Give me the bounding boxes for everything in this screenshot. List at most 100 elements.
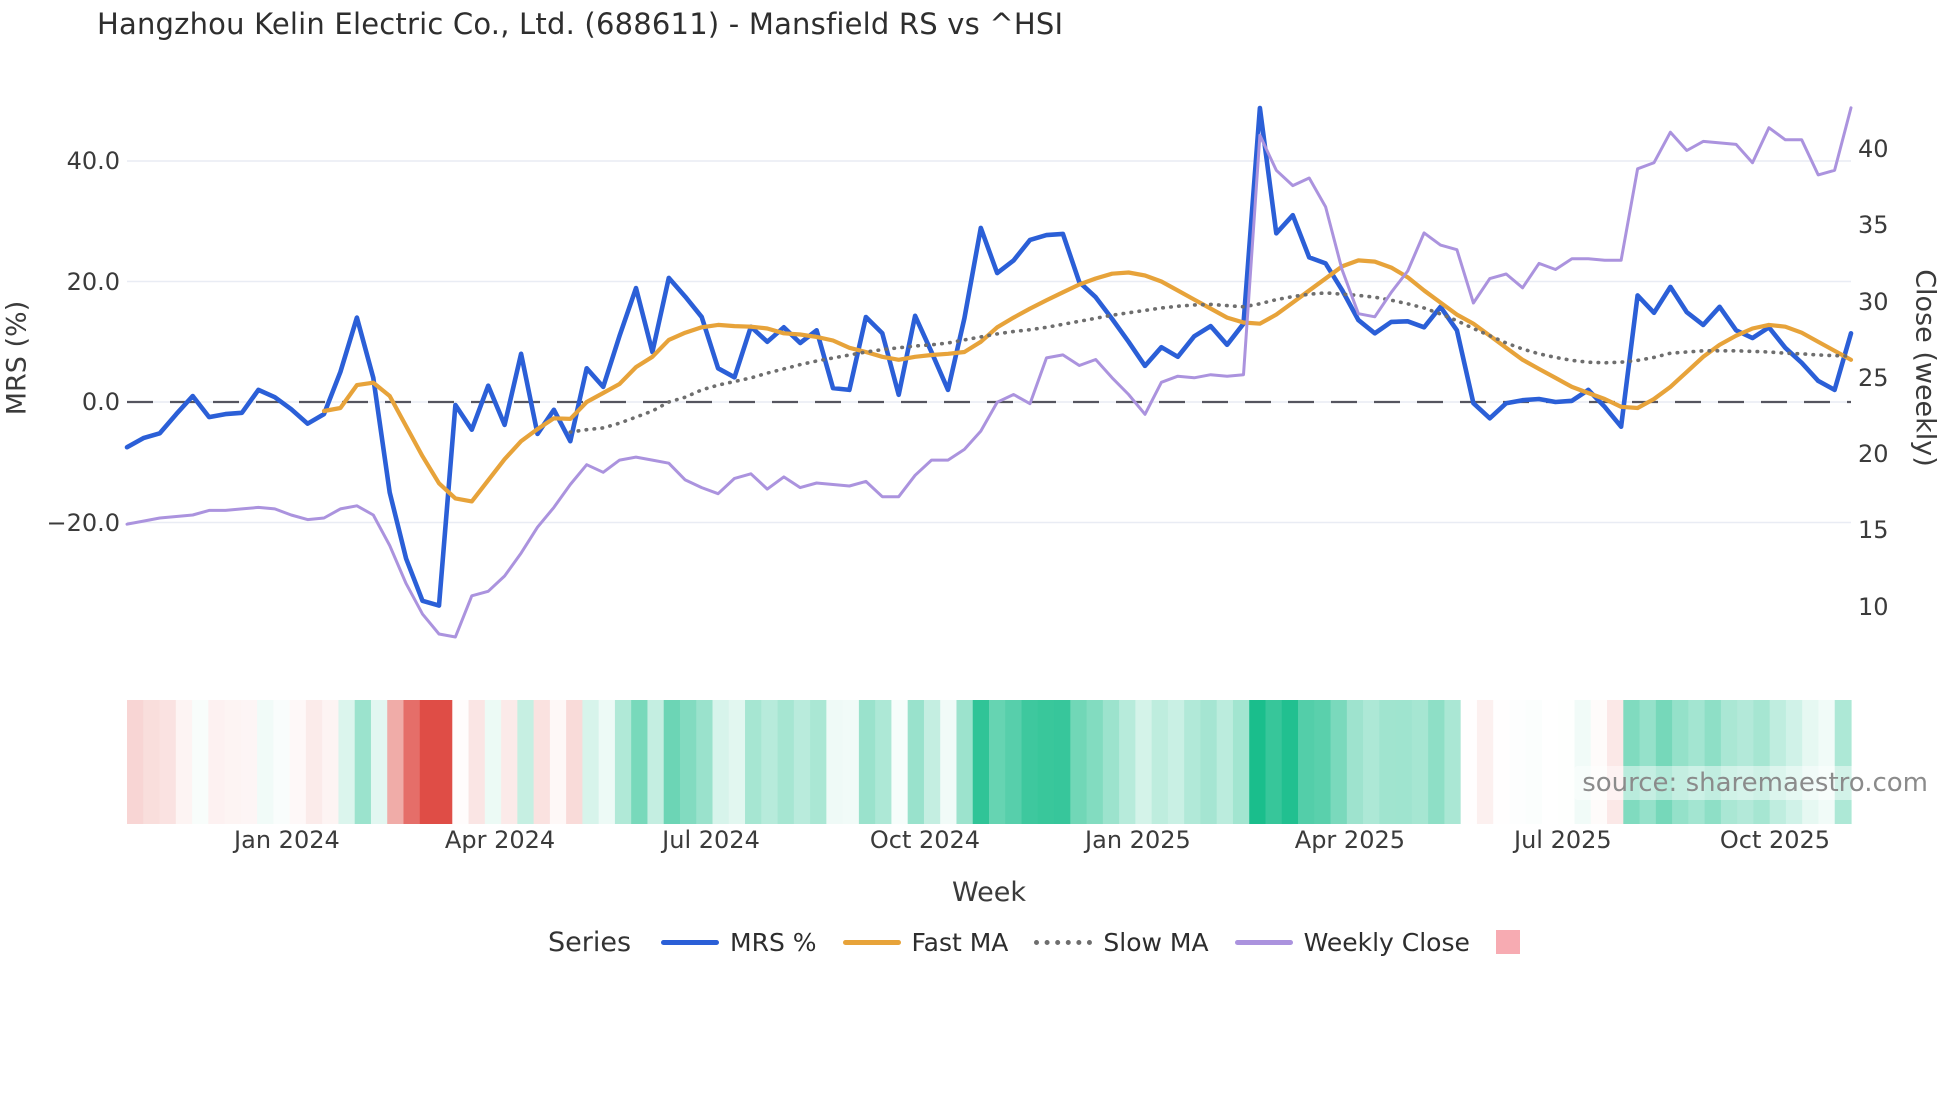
heatmap-cell <box>1558 700 1576 824</box>
heatmap-cell <box>793 700 811 824</box>
heatmap-cell <box>1444 700 1462 824</box>
heatmap-cell <box>1037 700 1055 824</box>
heatmap-cell <box>1541 700 1559 824</box>
heatmap-cell <box>1167 700 1185 824</box>
heatmap-cell <box>1525 700 1543 824</box>
legend-swatch-line-icon <box>1234 939 1293 945</box>
heatmap-cell <box>1232 700 1250 824</box>
right-axis-tick-label: 25 <box>1858 363 1889 392</box>
legend-item-label: Fast MA <box>911 927 1009 957</box>
heatmap-cell <box>907 700 925 824</box>
heatmap-cell <box>224 700 242 824</box>
heatmap-cell <box>631 700 649 824</box>
heatmap-cell <box>842 700 860 824</box>
heatmap-cell <box>728 700 746 824</box>
x-axis-tick-label: Jul 2025 <box>1514 826 1612 854</box>
heatmap-cell <box>696 700 714 824</box>
heatmap-cell <box>972 700 990 824</box>
x-axis-tick-label: Oct 2024 <box>869 826 981 854</box>
heatmap-cell <box>1054 700 1071 824</box>
heatmap-cell <box>1737 700 1755 824</box>
heatmap-cell <box>1476 700 1494 824</box>
right-axis-tick-label: 30 <box>1858 287 1889 316</box>
heatmap-cell <box>127 700 144 824</box>
legend: Series MRS % Fast MA Slow MA Weekly Close <box>548 922 1520 962</box>
heatmap-cell <box>387 700 405 824</box>
heatmap-cell <box>1509 700 1527 824</box>
legend-item-label: Slow MA <box>1103 927 1209 957</box>
heatmap-cell <box>1249 700 1267 824</box>
heatmap-cell <box>1493 700 1511 824</box>
heatmap-cell <box>484 700 502 824</box>
legend-item-fast-ma: Fast MA <box>842 927 1009 957</box>
heatmap-cell <box>1135 700 1153 824</box>
heatmap-cell <box>1818 700 1836 824</box>
heatmap-cell <box>1314 700 1332 824</box>
heatmap-cell <box>1021 700 1039 824</box>
x-axis-tick-label: Apr 2025 <box>1294 826 1406 854</box>
x-axis-tick-label: Apr 2024 <box>444 826 556 854</box>
heatmap-cell <box>1704 700 1722 824</box>
legend-swatch-line-icon <box>842 939 901 945</box>
heatmap-cell <box>549 700 567 824</box>
left-axis-tick-label: 0.0 <box>81 388 120 416</box>
heatmap-cell <box>1607 700 1624 824</box>
heatmap-cell <box>1688 700 1706 824</box>
legend-swatch-dotted-icon <box>1034 939 1093 945</box>
heatmap-cell <box>192 700 209 824</box>
heatmap-cell <box>322 700 340 824</box>
heatmap-cell <box>240 700 258 824</box>
legend-item-label: Weekly Close <box>1303 927 1470 957</box>
right-axis-tick-label: 10 <box>1858 592 1889 621</box>
x-axis-tick-label: Jan 2024 <box>234 826 340 854</box>
heatmap-cell <box>1119 700 1136 824</box>
x-axis-tick-label: Jan 2025 <box>1085 826 1191 854</box>
heatmap-cell <box>1802 700 1820 824</box>
heatmap-cell <box>436 700 453 824</box>
heatmap-cell <box>338 700 356 824</box>
heatmap-cell <box>1151 700 1169 824</box>
heatmap-cell <box>1216 700 1234 824</box>
right-axis-title: Close (weekly) <box>1909 269 1941 467</box>
heatmap-cell <box>1672 700 1689 824</box>
heatmap-cell <box>1265 700 1283 824</box>
heatmap-cell <box>1379 700 1397 824</box>
heatmap-cell <box>354 700 372 824</box>
legend-item-weekly-close: Weekly Close <box>1234 927 1470 957</box>
heatmap-cell <box>745 700 762 824</box>
heatmap-cell <box>989 700 1006 824</box>
left-axis-tick-label: 40.0 <box>66 147 120 175</box>
heatmap-cell <box>1005 700 1023 824</box>
right-axis-tick-label: 40 <box>1858 135 1889 163</box>
heatmap-cell <box>1102 700 1120 824</box>
heatmap-cell <box>956 700 974 824</box>
series-line-slow-ma <box>568 291 1853 434</box>
heatmap-cell <box>1655 700 1673 824</box>
heatmap-cell <box>858 700 876 824</box>
heatmap-cell <box>1395 700 1413 824</box>
heatmap-cell <box>533 700 551 824</box>
heatmap-cell <box>1623 700 1641 824</box>
heatmap-cell <box>1346 700 1364 824</box>
heatmap-cell <box>452 700 470 824</box>
legend-item-heat <box>1495 930 1520 954</box>
x-axis-title: Week <box>952 877 1026 908</box>
right-axis-tick-label: 35 <box>1858 211 1889 240</box>
left-axis-tick-label: 20.0 <box>66 267 120 296</box>
heatmap-cell <box>419 700 437 824</box>
heatmap-cell <box>159 700 177 824</box>
heatmap-cell <box>1785 700 1803 824</box>
heatmap-cell <box>305 700 323 824</box>
heatmap-cell <box>1834 700 1852 824</box>
heatmap-cell <box>370 700 388 824</box>
heatmap-cell <box>1460 700 1478 824</box>
heatmap-cell <box>891 700 909 824</box>
heatmap-cell <box>875 700 893 824</box>
heatmap-cell <box>679 700 697 824</box>
heatmap-cell <box>598 700 616 824</box>
heatmap-cell <box>468 700 486 824</box>
heatmap-cell <box>1184 700 1202 824</box>
chart-title: Hangzhou Kelin Electric Co., Ltd. (68861… <box>97 7 1064 41</box>
